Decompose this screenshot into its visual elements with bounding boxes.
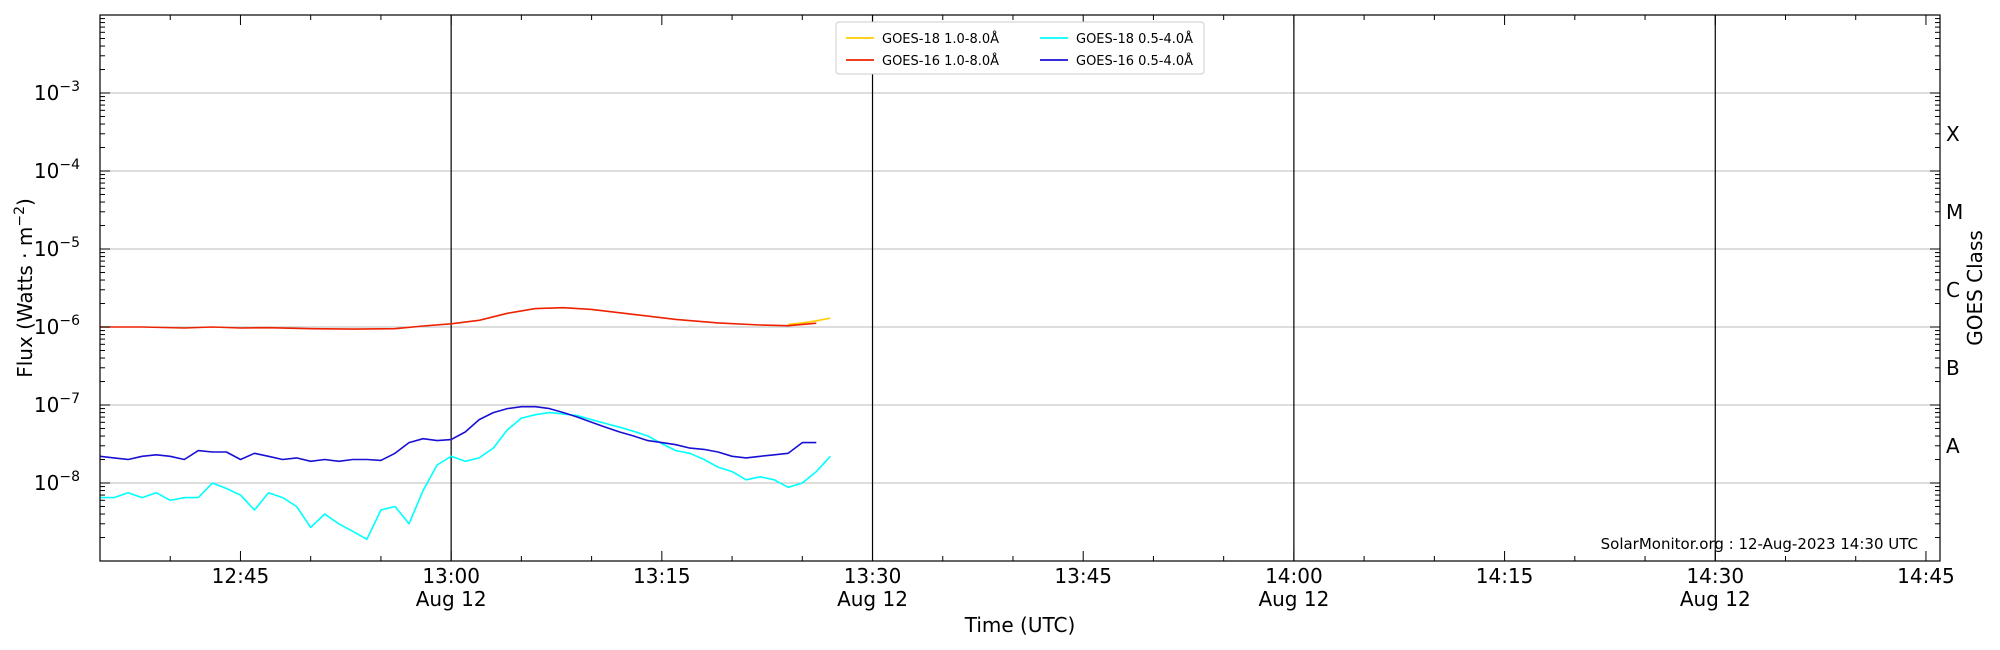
y-axis-title-close: ) [13, 198, 37, 206]
y-tick-exponent: −6 [59, 313, 80, 329]
axis-ticks [99, 15, 1940, 562]
y-tick-base: 10 [34, 159, 59, 183]
legend-entries: GOES-18 1.0-8.0Å GOES-16 1.0-8.0Å GOES-18 … [846, 31, 1193, 69]
series-line [99, 405, 817, 463]
x-tick-label: 14:00 [1265, 564, 1323, 588]
goes-class-x: X [1946, 122, 1960, 146]
y-tick-base: 10 [34, 81, 59, 105]
series-line [788, 317, 831, 326]
legend-label: GOES-18 1.0-8.0Å [882, 31, 999, 47]
x-tick-label: 14:45 [1897, 564, 1955, 588]
y-tick-exponent: −7 [59, 391, 80, 407]
y-tick-label: 10−5 [34, 235, 80, 261]
series-lines [99, 306, 831, 541]
y-tick-exponent: −8 [59, 469, 80, 485]
y-tick-label: 10−4 [34, 157, 80, 183]
right-axis-title: GOES Class [1963, 230, 1987, 346]
series-line [100, 306, 817, 330]
x-tick-label: 13:30 [844, 564, 902, 588]
x-tick-label: 13:45 [1054, 564, 1112, 588]
y-axis-title: Flux (Watts · m−2) [12, 198, 37, 378]
series-line [100, 411, 831, 541]
x-tick-label: 13:00 [422, 564, 480, 588]
y-axis-title-exponent: −2 [12, 206, 28, 227]
legend-box [835, 21, 1205, 75]
vertical-day-lines [450, 15, 1716, 561]
goes-class-c: C [1946, 278, 1960, 302]
x-tick-label: 14:15 [1476, 564, 1534, 588]
goes-class-b: B [1946, 356, 1960, 380]
y-tick-exponent: −3 [59, 79, 80, 95]
x-tick-label: 13:15 [633, 564, 691, 588]
x-date-label: Aug 12 [837, 587, 908, 611]
x-axis-title: Time (UTC) [964, 613, 1076, 637]
y-tick-label: 10−7 [34, 391, 80, 417]
goes-class-labels: A B C M X [1946, 122, 1963, 458]
y-tick-exponent: −4 [59, 157, 80, 173]
legend-label: GOES-16 1.0-8.0Å [882, 53, 999, 69]
y-tick-base: 10 [34, 471, 59, 495]
x-tick-label: 14:30 [1686, 564, 1744, 588]
legend-label: GOES-18 0.5-4.0Å [1076, 31, 1193, 47]
y-tick-label: 10−3 [34, 79, 80, 105]
y-tick-label: 10−8 [34, 469, 80, 495]
x-tick-label: 12:45 [212, 564, 270, 588]
y-tick-base: 10 [34, 393, 59, 417]
grid-lines [100, 92, 1940, 484]
goes-class-m: M [1946, 200, 1963, 224]
y-tick-exponent: −5 [59, 235, 80, 251]
x-date-label: Aug 12 [1680, 587, 1751, 611]
plot-frame [99, 14, 1941, 562]
x-date-label: Aug 12 [1258, 587, 1329, 611]
y-tick-base: 10 [34, 237, 59, 261]
legend: GOES-18 1.0-8.0Å GOES-16 1.0-8.0Å GOES-18 … [835, 21, 1205, 75]
y-tick-base: 10 [34, 315, 59, 339]
y-axis-title-main: Flux (Watts · m [13, 227, 37, 378]
x-date-label: Aug 12 [416, 587, 487, 611]
source-footer: SolarMonitor.org : 12-Aug-2023 14:30 UTC [1601, 535, 1918, 553]
goes-class-a: A [1946, 434, 1960, 458]
y-tick-labels: 10−810−710−610−510−410−3 [34, 79, 80, 495]
legend-label: GOES-16 0.5-4.0Å [1076, 53, 1193, 69]
y-tick-label: 10−6 [34, 313, 80, 339]
